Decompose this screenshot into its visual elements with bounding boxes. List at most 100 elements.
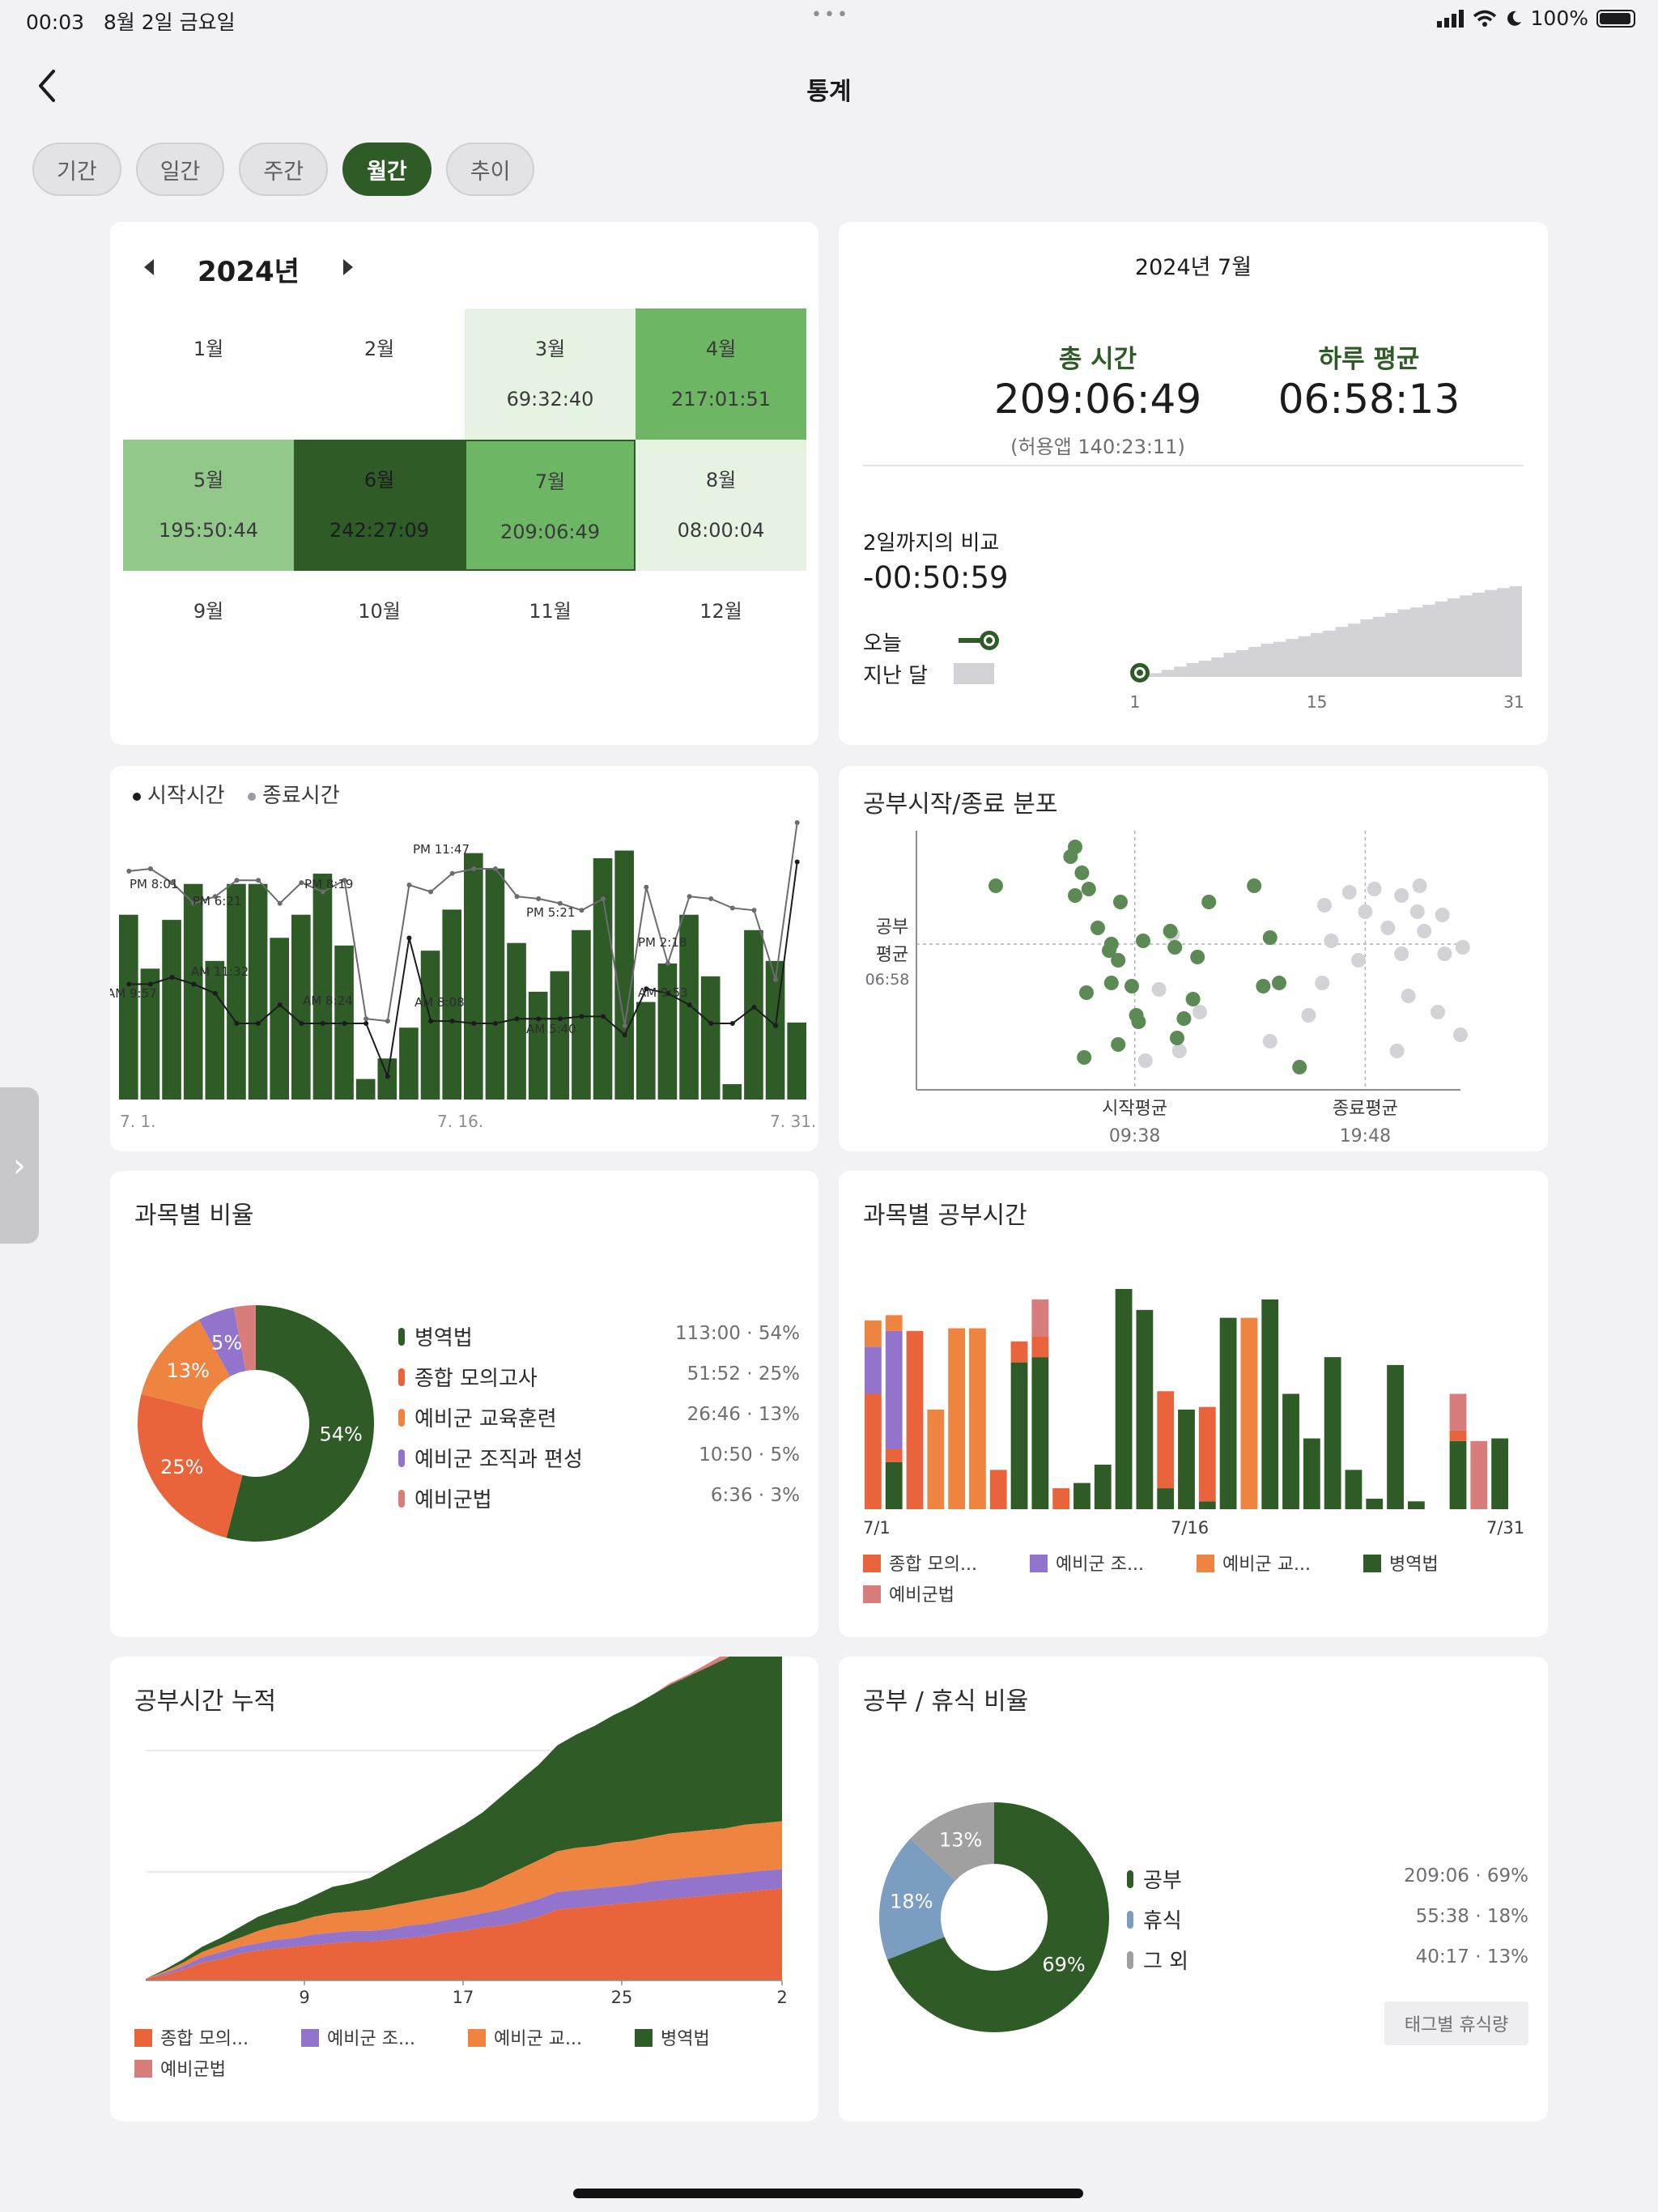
month-cell[interactable]: 9월 <box>123 571 294 702</box>
distribution-card: 공부시작/종료 분포 공부 평균 06:58 시작평균 09:38 종료평균 19:48 <box>839 766 1548 1151</box>
subject-ratio-title: 과목별 비율 <box>134 1202 254 1230</box>
study-rest-donut: 69% 18% 13% <box>879 1802 1109 2032</box>
legend-value: 10:50 · 5% <box>699 1444 800 1465</box>
month-summary-card: 2024년 7월 총 시간 209:06:49 (허용앱 140:23:11) … <box>839 222 1548 745</box>
stack-segment <box>1052 1488 1070 1509</box>
stack-segment <box>989 1470 1007 1509</box>
study-rest-legend: 공부 209:06 · 69% 휴식 55:38 · 18% 그 외 40:17 · 13… <box>1127 1864 1528 1985</box>
time-annotation: AM 9:57 <box>110 986 157 1001</box>
end-time-point <box>471 866 477 871</box>
year-label: 2024년 <box>198 256 300 288</box>
tab-0[interactable]: 기간 <box>32 143 121 196</box>
this-month-point <box>1256 979 1271 993</box>
legend-swatch <box>134 2029 152 2047</box>
back-chevron-icon[interactable] <box>36 68 60 104</box>
legend-swatch <box>1127 1870 1133 1888</box>
stack-segment <box>969 1328 986 1509</box>
this-month-point <box>1063 849 1078 864</box>
donut-slice <box>198 1307 246 1377</box>
legend-swatch <box>1127 1911 1133 1929</box>
donut-slice <box>233 1305 256 1372</box>
legend-swatch <box>301 2029 319 2047</box>
end-time-point <box>773 976 779 982</box>
last-month-point <box>1453 1027 1468 1042</box>
month-cell[interactable]: 12월 <box>636 571 806 702</box>
month-cell[interactable]: 10월 <box>294 571 465 702</box>
month-grid: 1월 2월 3월 69:32:40 4월 217:01:51 5월 195:50:44 6월 24… <box>123 308 806 702</box>
chevron-right-icon: › <box>13 1146 26 1185</box>
stack-segment <box>1261 1299 1279 1509</box>
slice-label: 13% <box>939 1829 982 1852</box>
start-time-point <box>363 1020 369 1026</box>
month-cell[interactable]: 6월 242:27:09 <box>294 440 465 571</box>
legend-swatch <box>863 1585 881 1603</box>
total-label: 총 시간 <box>1058 345 1137 374</box>
month-cell[interactable]: 3월 69:32:40 <box>465 308 636 440</box>
time-annotation: PM 5:21 <box>526 905 575 920</box>
tab-3[interactable]: 월간 <box>342 143 432 196</box>
legend-dot-start <box>133 792 141 801</box>
this-month-point <box>1190 950 1205 964</box>
slice-label: 5% <box>211 1331 242 1354</box>
next-year-icon[interactable] <box>340 257 356 277</box>
day-bar <box>722 1083 742 1100</box>
month-cell[interactable]: 2월 <box>294 308 465 440</box>
cumulative-title: 공부시간 누적 <box>134 1687 277 1716</box>
month-cell[interactable]: 11월 <box>465 571 636 702</box>
month-cell[interactable]: 7월 209:06:49 <box>465 440 636 571</box>
this-month-point <box>1167 940 1183 955</box>
start-time-point <box>729 1020 735 1026</box>
last-month-point <box>1389 1044 1405 1058</box>
legend-today-icon <box>959 631 999 650</box>
last-month-point <box>1401 989 1416 1003</box>
slice-label: 13% <box>167 1359 210 1382</box>
end-time-point <box>256 878 261 883</box>
day-bar <box>227 883 246 1100</box>
tab-4[interactable]: 추이 <box>445 143 535 196</box>
tab-2[interactable]: 주간 <box>239 143 329 196</box>
multitask-dots[interactable]: ••• <box>811 5 850 25</box>
tab-1[interactable]: 일간 <box>135 143 225 196</box>
stack-segment <box>1094 1464 1112 1509</box>
month-value: 69:32:40 <box>506 388 594 410</box>
prev-year-icon[interactable] <box>141 257 157 277</box>
end-time-point <box>687 894 692 900</box>
day-bar <box>377 1058 397 1100</box>
stack-segment <box>1449 1440 1467 1509</box>
this-month-point <box>1079 985 1094 1000</box>
month-label: 11월 <box>529 600 572 623</box>
donut-slice <box>138 1393 243 1538</box>
month-cell[interactable]: 8월 08:00:04 <box>636 440 806 571</box>
end-time-point <box>751 908 757 913</box>
stack-segment <box>1031 1299 1049 1337</box>
day-bar <box>744 929 763 1100</box>
legend-last-swatch <box>954 663 994 684</box>
this-month-point <box>1124 979 1139 993</box>
tag-rest-button[interactable]: 태그별 휴식량 <box>1384 2001 1528 2045</box>
x-axis-label: 2 <box>776 1988 787 2007</box>
day-bar <box>183 883 203 1100</box>
side-panel-handle[interactable]: › <box>0 1087 39 1244</box>
home-indicator[interactable] <box>573 2189 1083 2198</box>
end-time-point <box>363 1016 369 1022</box>
last-month-point <box>1301 1008 1316 1023</box>
last-month-point <box>1151 982 1167 997</box>
month-value: 242:27:09 <box>329 519 430 542</box>
day-bar <box>420 951 440 1100</box>
stack-segment <box>1449 1393 1467 1431</box>
month-cell[interactable]: 1월 <box>123 308 294 440</box>
end-time-point <box>277 900 283 906</box>
start-end-chart: PM 8:01 PM 6:21 PM 8:19 PM 11:47 PM 5:21 PM 2… <box>110 820 816 1131</box>
stack-segment <box>1010 1362 1028 1509</box>
last-month-point <box>1192 1005 1207 1019</box>
start-time-line <box>129 861 798 1080</box>
battery-icon <box>1596 9 1635 28</box>
this-month-point <box>1103 937 1119 951</box>
this-month-point <box>1111 953 1126 968</box>
donut-slice <box>226 1305 374 1542</box>
month-cell[interactable]: 4월 217:01:51 <box>636 308 806 440</box>
month-cell[interactable]: 5월 195:50:44 <box>123 440 294 571</box>
last-month-point <box>1409 904 1425 919</box>
start-time-point <box>385 1074 390 1079</box>
